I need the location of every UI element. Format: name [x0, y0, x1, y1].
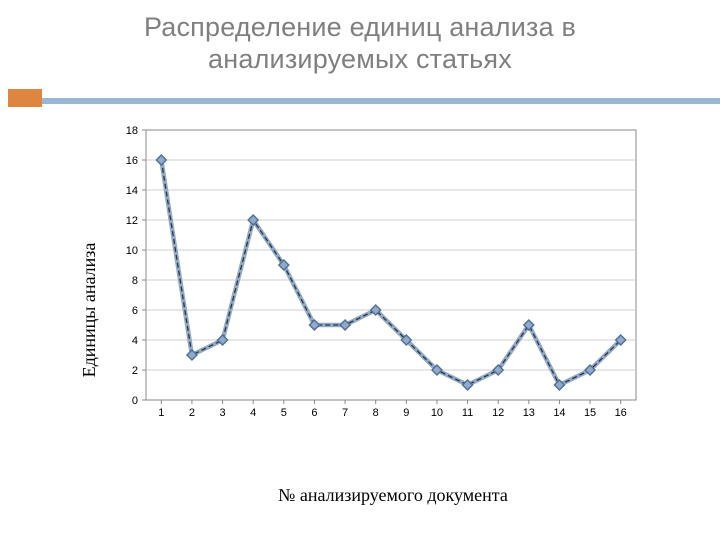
y-tick-label: 14	[126, 185, 138, 197]
y-tick-label: 6	[132, 305, 138, 317]
y-tick-label: 8	[132, 275, 138, 287]
x-tick-label: 2	[189, 407, 195, 419]
accent-row	[0, 88, 720, 108]
accent-bar	[42, 98, 720, 104]
x-tick-label: 12	[492, 407, 504, 419]
x-tick-label: 5	[281, 407, 287, 419]
x-tick-label: 16	[615, 407, 627, 419]
y-tick-label: 16	[126, 155, 138, 167]
y-tick-label: 2	[132, 365, 138, 377]
y-axis-label: Единицы анализа	[79, 243, 100, 378]
y-tick-label: 18	[126, 125, 138, 137]
x-tick-label: 14	[553, 407, 565, 419]
x-tick-label: 6	[311, 407, 317, 419]
x-tick-label: 3	[220, 407, 226, 419]
line-chart: Единицы анализа 024681012141618123456789…	[90, 120, 670, 500]
x-tick-label: 13	[523, 407, 535, 419]
x-tick-label: 7	[342, 407, 348, 419]
accent-chip	[8, 89, 42, 107]
chart-svg: 02468101214161812345678910111213141516	[90, 120, 670, 450]
x-tick-label: 1	[158, 407, 164, 419]
x-tick-label: 10	[431, 407, 443, 419]
slide-title: Распределение единиц анализа в анализиру…	[0, 0, 720, 86]
title-line1: Распределение единиц анализа в	[144, 12, 576, 42]
y-tick-label: 12	[126, 215, 138, 227]
x-tick-label: 15	[584, 407, 596, 419]
x-axis-label: № анализируемого документа	[116, 485, 670, 506]
y-tick-label: 4	[132, 335, 138, 347]
x-tick-label: 4	[250, 407, 256, 419]
x-tick-label: 11	[462, 407, 473, 419]
title-line2: анализируемых статьях	[208, 44, 512, 74]
x-tick-label: 9	[403, 407, 409, 419]
x-tick-label: 8	[373, 407, 379, 419]
plot-border	[146, 130, 636, 400]
y-tick-label: 0	[132, 395, 138, 407]
y-tick-label: 10	[126, 245, 138, 257]
